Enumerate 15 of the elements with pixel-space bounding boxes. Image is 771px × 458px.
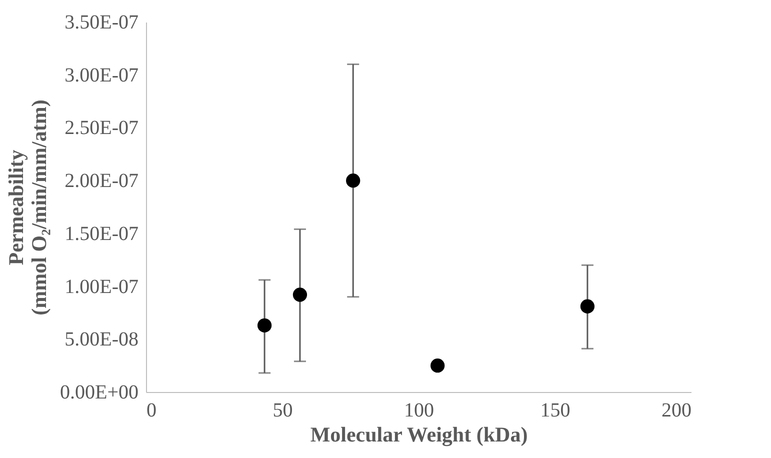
- x-tick-label: 50: [272, 400, 293, 422]
- x-tick-label: 100: [404, 400, 434, 422]
- y-tick-label: 1.00E-07: [64, 276, 138, 298]
- x-tick-label: 150: [540, 400, 570, 422]
- y-tick-label: 5.00E-08: [64, 328, 138, 351]
- y-tick-label: 2.50E-07: [64, 117, 138, 140]
- y-axis-title: Permeability (mmol O₂/min/mm/atm): [4, 100, 52, 316]
- x-tick-label: 0: [146, 400, 156, 422]
- y-tick-label: 1.50E-07: [64, 222, 138, 245]
- y-tick-label: 3.50E-07: [64, 12, 138, 34]
- y-tick-label: 3.00E-07: [64, 64, 138, 86]
- y-tick-label: 2.00E-07: [64, 170, 138, 192]
- y-tick-label: 0.00E+00: [60, 382, 138, 404]
- x-axis-title: Molecular Weight (kDa): [310, 422, 528, 446]
- x-tick-label: 200: [662, 400, 692, 422]
